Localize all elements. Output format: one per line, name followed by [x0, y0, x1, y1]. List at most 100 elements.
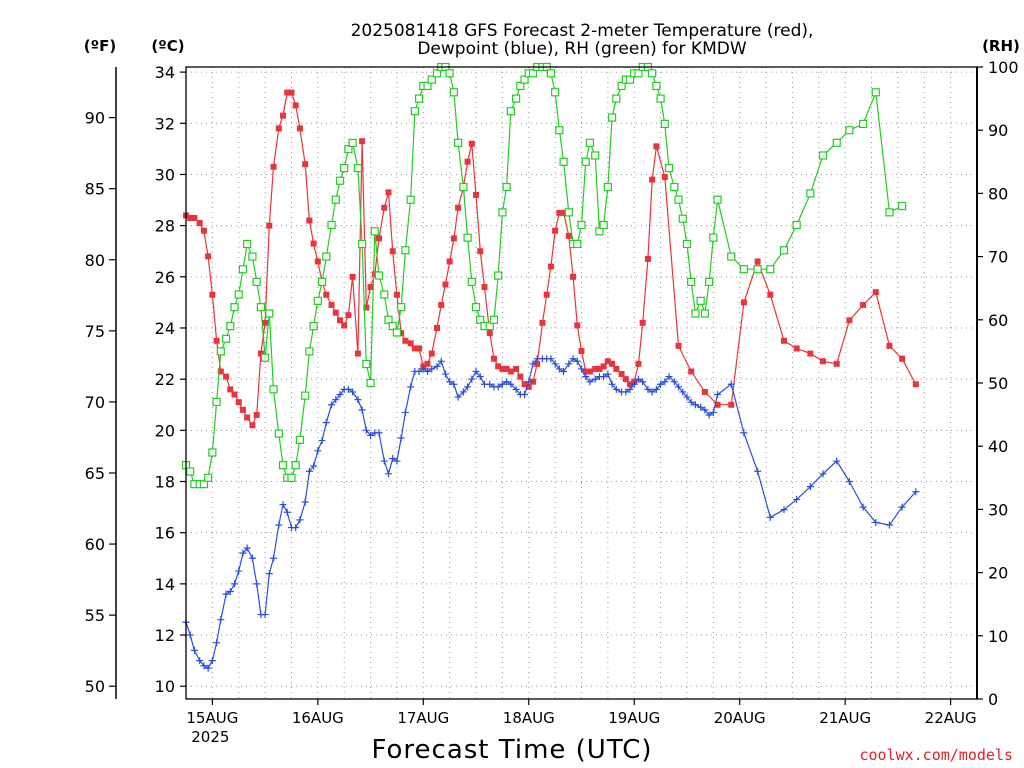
- temperature-point: [209, 291, 216, 298]
- dewpoint-point: [586, 378, 594, 386]
- temperature-point: [517, 373, 524, 380]
- celsius-tick-label: 14: [155, 575, 175, 594]
- dewpoint-point: [652, 385, 660, 393]
- celsius-tick-label: 16: [155, 524, 175, 543]
- temperature-point: [793, 345, 800, 352]
- celsius-tick-label: 24: [155, 319, 175, 338]
- rh-point: [520, 75, 529, 84]
- rh-tick-label: 70: [988, 248, 1008, 267]
- dewpoint-point: [186, 631, 194, 639]
- rh-point: [898, 201, 907, 211]
- rh-point: [555, 126, 564, 135]
- chart-subtitle: Dewpoint (blue), RH (green) for KMDW: [417, 39, 746, 59]
- temperature-point: [609, 360, 616, 367]
- dewpoint-point: [362, 426, 370, 434]
- temperature-point: [507, 368, 514, 375]
- rh-point: [885, 208, 894, 217]
- temperature-point: [323, 291, 330, 298]
- temperature-point: [754, 258, 761, 265]
- temperature-point: [434, 324, 441, 331]
- dewpoint-point: [529, 360, 537, 368]
- rh-point: [674, 195, 683, 204]
- dewpoint-point: [634, 375, 642, 383]
- rh-point: [516, 81, 525, 91]
- dewpoint-point: [604, 370, 612, 378]
- rh-point: [335, 176, 345, 185]
- temperature-point: [574, 322, 581, 329]
- rh-point: [397, 303, 406, 312]
- temperature-point: [521, 381, 528, 388]
- temperature-point: [464, 158, 471, 165]
- celsius-tick-label: 18: [155, 473, 175, 492]
- temperature-point: [513, 365, 520, 372]
- dewpoint-point: [204, 664, 212, 672]
- rh-point: [274, 429, 283, 438]
- rh-point: [871, 88, 880, 97]
- x-tick-label: 18AUG: [503, 709, 555, 727]
- temperature-point: [486, 330, 493, 337]
- temperature-point: [442, 281, 449, 288]
- temperature-point: [367, 284, 374, 291]
- dewpoint-point: [665, 373, 673, 381]
- rh-point: [463, 233, 472, 242]
- celsius-tick-label: 12: [155, 626, 175, 645]
- dewpoint-point: [446, 378, 454, 386]
- dewpoint-point: [608, 380, 616, 388]
- temperature-point: [578, 348, 585, 355]
- rh-point: [489, 315, 499, 324]
- dewpoint-point: [486, 380, 494, 388]
- dewpoint-line: [185, 357, 917, 670]
- rh-point: [331, 195, 340, 204]
- dewpoint-point: [521, 391, 529, 399]
- dewpoint-point: [709, 408, 717, 416]
- dewpoint-point: [433, 362, 441, 370]
- temperature-point: [402, 337, 409, 344]
- dewpoint-point: [525, 378, 533, 386]
- dewpoint-point: [292, 524, 300, 532]
- temperature-point: [639, 319, 646, 326]
- rh-point: [366, 378, 375, 388]
- rh-point: [301, 391, 310, 400]
- rh-point: [388, 322, 397, 331]
- temperature-point: [200, 227, 207, 234]
- dewpoint-point: [450, 380, 458, 388]
- dewpoint-point: [468, 375, 476, 383]
- temperature-point: [481, 284, 488, 291]
- dewpoint-point: [697, 403, 705, 411]
- temperature-point: [249, 422, 256, 429]
- rh-point: [792, 220, 801, 230]
- temperature-point: [570, 273, 577, 280]
- temperature-point: [534, 360, 541, 367]
- dewpoint-point: [727, 380, 735, 388]
- rh-point: [380, 290, 389, 299]
- rh-point: [212, 397, 221, 407]
- rh-point: [648, 69, 657, 78]
- credit-link[interactable]: coolwx.com/models: [859, 746, 1013, 764]
- dewpoint-point: [898, 503, 906, 511]
- rh-point: [603, 182, 612, 192]
- dewpoint-point: [859, 503, 867, 511]
- temperature-point: [503, 365, 510, 372]
- temperature-line: [185, 91, 917, 427]
- rh-point: [432, 69, 442, 78]
- fahrenheit-tick-label: 55: [85, 606, 105, 625]
- rh-point: [670, 182, 679, 192]
- rh-point: [709, 233, 718, 242]
- temperature-point: [661, 174, 668, 181]
- temperature-point: [235, 399, 242, 406]
- dewpoint-point: [555, 365, 563, 373]
- rh-point: [599, 220, 608, 230]
- fahrenheit-tick-label: 50: [85, 677, 105, 696]
- rh-point: [727, 252, 736, 261]
- rh-point: [392, 328, 402, 337]
- temperature-point: [398, 330, 405, 337]
- dewpoint-point: [265, 570, 273, 578]
- rh-point: [528, 69, 538, 78]
- temperature-point: [846, 317, 853, 324]
- temperature-point: [688, 368, 695, 375]
- temperature-point: [592, 365, 599, 372]
- rh-point: [309, 322, 318, 331]
- rh-point: [226, 322, 235, 331]
- rh-point: [766, 265, 775, 274]
- temperature-point: [552, 227, 559, 234]
